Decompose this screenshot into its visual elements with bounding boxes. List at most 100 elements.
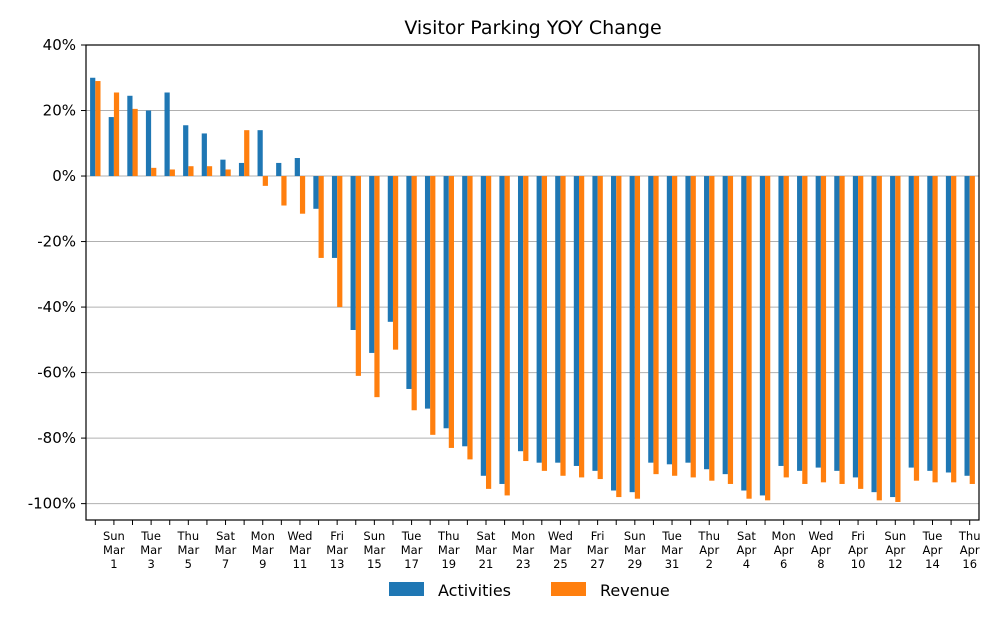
bar-activities-19	[443, 176, 449, 429]
bar-revenue-31	[672, 176, 678, 476]
bar-activities-10	[276, 162, 282, 177]
y-axis-ticks: 40% 20% 0% -20% -40% -60% -80% -100%	[28, 36, 86, 513]
x-tick-label: Thu Mar 19	[437, 529, 460, 571]
x-tick-label: Thu Apr 16	[958, 529, 981, 571]
x-tick-label: Sat Mar 21	[475, 529, 497, 571]
bar-revenue-37	[783, 176, 789, 478]
bar-revenue-23	[523, 176, 529, 462]
bar-revenue-36	[765, 176, 771, 501]
bar-revenue-1	[113, 92, 120, 177]
bar-revenue-40	[839, 176, 845, 484]
plot-frame	[85, 44, 980, 521]
bar-activities-8	[238, 162, 245, 177]
bar-revenue-47	[969, 176, 975, 484]
bar-activities-13	[331, 176, 338, 258]
x-tick-label: Wed Mar 11	[287, 529, 312, 571]
bar-revenue-27	[597, 176, 603, 480]
bar-revenue-22	[504, 176, 510, 496]
bar-activities-46	[945, 176, 952, 473]
bar-revenue-43	[895, 176, 901, 502]
bar-revenue-46	[951, 176, 957, 483]
gridlines	[86, 44, 979, 505]
bar-revenue-35	[746, 176, 752, 499]
bar-activities-37	[778, 176, 784, 466]
bar-activities-21	[480, 176, 486, 476]
x-tick-label: Tue Mar 3	[140, 529, 162, 571]
bar-activities-45	[927, 176, 933, 471]
bar-revenue-44	[913, 176, 920, 481]
bar-revenue-33	[709, 176, 715, 481]
x-tick-label: Mon Mar 9	[251, 529, 275, 571]
bar-revenue-32	[690, 176, 696, 478]
x-tick-label: Mon Apr 6	[772, 529, 796, 571]
y-tick-label: 0%	[52, 167, 76, 185]
x-tick-label: Sun Apr 12	[884, 529, 906, 571]
bar-activities-11	[294, 158, 300, 177]
bar-activities-20	[462, 176, 468, 447]
y-tick-label: 20%	[43, 102, 76, 120]
bar-revenue-39	[820, 176, 827, 483]
bar-revenue-26	[579, 176, 585, 478]
chart-title: Visitor Parking YOY Change	[404, 17, 661, 39]
bar-activities-38	[797, 176, 803, 471]
bar-revenue-11	[299, 176, 306, 214]
bar-activities-33	[704, 176, 710, 470]
bar-revenue-5	[188, 166, 194, 177]
bar-activities-25	[555, 176, 561, 463]
bar-activities-35	[741, 176, 747, 491]
legend-label-activities: Activities	[438, 581, 511, 600]
x-tick-label: Thu Mar 5	[177, 529, 200, 571]
x-tick-label: Fri Apr 10	[848, 529, 868, 571]
bar-revenue-0	[95, 81, 101, 177]
y-tick-label: -100%	[28, 495, 76, 513]
bar-revenue-6	[206, 166, 213, 177]
bar-revenue-41	[858, 176, 864, 489]
x-axis-ticks: Sun Mar 1 Tue Mar 3 Thu Mar 5 Sat Mar 7 Mon Mar 9 Wed Ma…	[94, 520, 981, 571]
bar-revenue-42	[876, 176, 882, 501]
bar-revenue-18	[430, 176, 436, 435]
bar-activities-1	[108, 117, 114, 177]
bar-activities-7	[220, 159, 226, 177]
x-tick-label: Sun Mar 1	[103, 529, 125, 571]
x-tick-label: Sat Apr 4	[736, 529, 756, 571]
bar-activities-4	[164, 92, 170, 177]
bar-revenue-29	[634, 176, 641, 499]
bar-revenue-8	[244, 130, 250, 177]
bar-revenue-28	[616, 176, 622, 498]
x-tick-label: Mon Mar 23	[511, 529, 535, 571]
bar-revenue-15	[374, 176, 380, 398]
bar-revenue-34	[727, 176, 734, 484]
bar-revenue-10	[281, 176, 287, 206]
legend-swatch-activities	[389, 582, 424, 596]
bars	[90, 77, 975, 502]
bar-revenue-2	[132, 108, 138, 177]
bar-revenue-25	[560, 176, 566, 476]
bar-revenue-21	[485, 176, 492, 489]
x-tick-label: Thu Apr 2	[697, 529, 720, 571]
bar-revenue-9	[262, 176, 268, 186]
bar-activities-16	[387, 176, 393, 322]
bar-activities-39	[815, 176, 821, 468]
x-tick-label: Wed Apr 8	[808, 529, 833, 571]
bar-revenue-19	[448, 176, 454, 448]
bar-activities-5	[183, 125, 189, 177]
legend-label-revenue: Revenue	[600, 581, 670, 600]
x-tick-label: Sun Mar 15	[363, 529, 385, 571]
bar-activities-28	[611, 176, 617, 491]
bar-activities-29	[629, 176, 635, 493]
bar-activities-30	[648, 176, 654, 463]
y-tick-label: -80%	[37, 429, 76, 447]
bar-activities-2	[127, 95, 133, 177]
bar-activities-17	[406, 176, 412, 389]
x-tick-label: Wed Mar 25	[548, 529, 573, 571]
bar-activities-24	[536, 176, 542, 463]
x-tick-label: Tue Apr 14	[922, 529, 943, 571]
bar-activities-34	[722, 176, 728, 475]
bar-revenue-3	[151, 167, 157, 177]
bar-activities-15	[369, 176, 375, 353]
bar-revenue-17	[411, 176, 417, 411]
bar-activities-32	[685, 176, 691, 463]
bar-revenue-16	[392, 176, 399, 350]
bar-activities-23	[517, 176, 524, 452]
